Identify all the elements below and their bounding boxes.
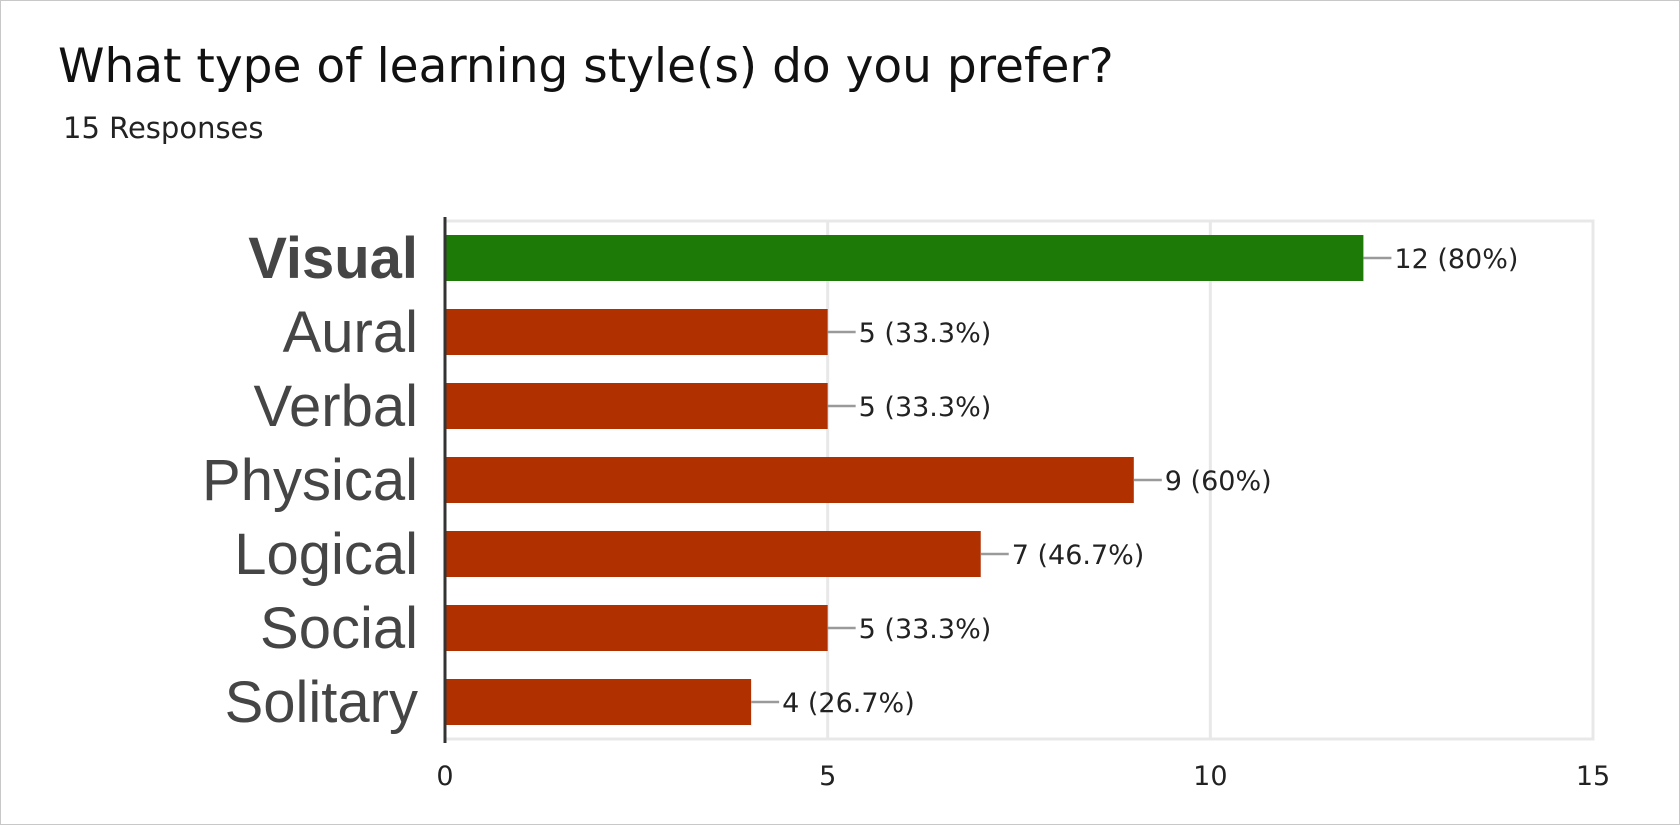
x-tick-label: 0 [436, 761, 453, 792]
bar [445, 605, 828, 651]
bar [445, 679, 752, 725]
data-label: 7 (46.7%) [1012, 540, 1145, 571]
bar [445, 383, 828, 429]
response-count: 15 Responses [63, 111, 264, 145]
category-label: Aural [283, 300, 418, 365]
bar [445, 457, 1134, 503]
x-tick-label: 15 [1576, 761, 1610, 792]
category-label: Verbal [254, 374, 418, 439]
category-label: Visual [248, 226, 418, 291]
bar [445, 235, 1364, 281]
data-label: 5 (33.3%) [859, 614, 992, 645]
data-label: 5 (33.3%) [859, 318, 992, 349]
category-label: Social [260, 596, 418, 661]
data-label: 12 (80%) [1394, 244, 1518, 275]
bar [445, 531, 981, 577]
category-label: Solitary [225, 670, 418, 735]
chart-title: What type of learning style(s) do you pr… [58, 39, 1114, 94]
bar [445, 309, 828, 355]
category-label: Physical [202, 448, 418, 513]
data-label: 5 (33.3%) [859, 392, 992, 423]
data-label: 9 (60%) [1165, 466, 1272, 497]
x-tick-label: 5 [819, 761, 836, 792]
data-label: 4 (26.7%) [782, 688, 915, 719]
x-tick-label: 10 [1193, 761, 1227, 792]
category-label: Logical [234, 522, 418, 587]
